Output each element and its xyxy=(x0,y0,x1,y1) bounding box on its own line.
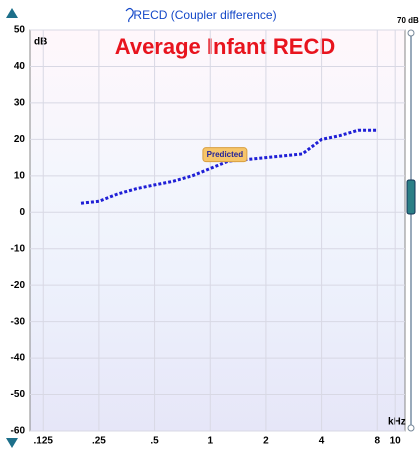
y-axis-label: dB xyxy=(34,37,47,48)
chart-title: Average Infant RECD xyxy=(115,34,335,59)
y-tick-label: 30 xyxy=(14,98,26,109)
y-tick-label: -40 xyxy=(11,353,26,364)
y-tick-label: 10 xyxy=(14,170,26,181)
x-tick-label: 2 xyxy=(263,436,269,447)
y-tick-label: 50 xyxy=(14,25,26,36)
x-tick-label: 10 xyxy=(390,436,402,447)
x-tick-label: 1 xyxy=(207,436,213,447)
y-tick-label: -60 xyxy=(11,426,26,437)
scroll-up[interactable] xyxy=(6,8,18,18)
y-tick-label: -30 xyxy=(11,316,26,327)
annotation-badge xyxy=(202,147,248,163)
x-axis-label: kHz xyxy=(388,417,406,428)
slider-end xyxy=(407,29,415,37)
slider-handle[interactable] xyxy=(406,179,416,215)
scroll-down[interactable] xyxy=(6,438,18,448)
y-tick-label: -10 xyxy=(11,243,26,254)
data-line xyxy=(80,128,378,205)
y-tick-label: 40 xyxy=(14,61,26,72)
y-tick-label: -20 xyxy=(11,280,26,291)
x-tick-label: 4 xyxy=(319,436,325,447)
slider-label: 70 dB xyxy=(397,16,419,25)
y-tick-label: 0 xyxy=(19,207,25,218)
x-tick-label: 8 xyxy=(374,436,380,447)
x-tick-label: .25 xyxy=(92,436,106,447)
slider-end xyxy=(407,424,415,432)
ear-icon xyxy=(125,7,134,23)
y-tick-label: 20 xyxy=(14,134,26,145)
header: RECD (Coupler difference) xyxy=(133,8,276,22)
x-tick-label: .5 xyxy=(150,436,159,447)
annotation: Predicted xyxy=(207,150,244,159)
plot-area xyxy=(29,29,406,432)
x-tick-label: .125 xyxy=(34,436,54,447)
y-tick-label: -50 xyxy=(11,389,26,400)
